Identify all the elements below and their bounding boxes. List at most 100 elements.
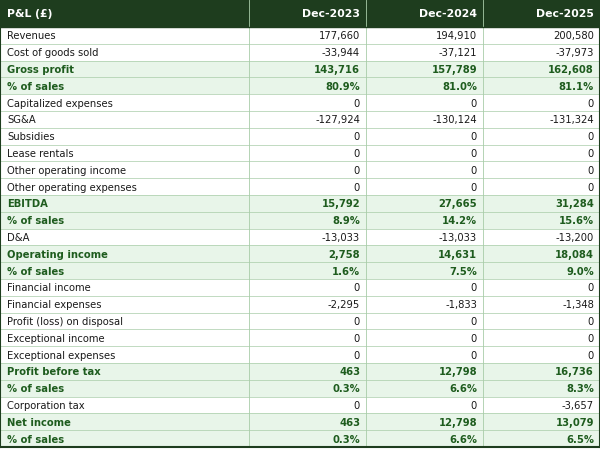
Text: -3,657: -3,657 [562, 400, 594, 410]
Text: % of sales: % of sales [7, 216, 64, 226]
Text: 0: 0 [471, 350, 477, 360]
Bar [0, 262, 600, 279]
Bar [0, 296, 600, 313]
Text: Lease rentals: Lease rentals [7, 149, 74, 159]
Text: Exceptional expenses: Exceptional expenses [7, 350, 115, 360]
Bar [0, 313, 600, 330]
Text: Dec-2025: Dec-2025 [536, 9, 594, 19]
Text: 16,736: 16,736 [555, 367, 594, 377]
Text: 0: 0 [588, 166, 594, 175]
Text: 7.5%: 7.5% [449, 266, 477, 276]
Text: Gross profit: Gross profit [7, 65, 74, 75]
Text: 0: 0 [471, 283, 477, 293]
Text: 14.2%: 14.2% [442, 216, 477, 226]
Text: 0: 0 [471, 132, 477, 142]
Bar [0, 279, 600, 296]
Text: 15.6%: 15.6% [559, 216, 594, 226]
Text: 177,660: 177,660 [319, 31, 360, 41]
Text: Other operating expenses: Other operating expenses [7, 182, 137, 192]
Bar [0, 61, 600, 78]
Text: 0: 0 [354, 316, 360, 326]
Text: 12,798: 12,798 [439, 367, 477, 377]
Text: -130,124: -130,124 [433, 115, 477, 125]
Text: Subsidies: Subsidies [7, 132, 55, 142]
Text: 0: 0 [354, 149, 360, 159]
Text: 0: 0 [471, 98, 477, 108]
Bar [0, 196, 600, 212]
Text: 6.6%: 6.6% [449, 434, 477, 444]
Text: P&L (£): P&L (£) [7, 9, 52, 19]
Text: 0.3%: 0.3% [332, 434, 360, 444]
Text: SG&A: SG&A [7, 115, 36, 125]
Text: 0: 0 [354, 333, 360, 343]
Text: 14,631: 14,631 [438, 249, 477, 259]
Text: 9.0%: 9.0% [566, 266, 594, 276]
Text: 0: 0 [354, 98, 360, 108]
Bar [0, 380, 600, 397]
Bar [0, 78, 600, 95]
Text: 0: 0 [588, 316, 594, 326]
Text: -13,033: -13,033 [439, 232, 477, 243]
Text: D&A: D&A [7, 232, 29, 243]
Text: 0: 0 [354, 283, 360, 293]
Bar [0, 179, 600, 196]
Bar [0, 397, 600, 414]
Text: -2,295: -2,295 [328, 299, 360, 309]
Bar [0, 45, 600, 61]
Bar [0, 229, 600, 246]
Text: -37,121: -37,121 [439, 48, 477, 58]
Bar [0, 430, 600, 447]
Text: Cost of goods sold: Cost of goods sold [7, 48, 98, 58]
Text: 81.0%: 81.0% [442, 82, 477, 92]
Text: 0: 0 [354, 132, 360, 142]
Text: 0: 0 [471, 149, 477, 159]
Text: 8.9%: 8.9% [332, 216, 360, 226]
Text: 0: 0 [354, 166, 360, 175]
Text: -131,324: -131,324 [550, 115, 594, 125]
Text: Exceptional income: Exceptional income [7, 333, 104, 343]
Text: 18,084: 18,084 [555, 249, 594, 259]
Bar [0, 0, 600, 28]
Text: 0: 0 [588, 350, 594, 360]
Text: 0: 0 [588, 98, 594, 108]
Text: Financial expenses: Financial expenses [7, 299, 101, 309]
Bar [0, 162, 600, 179]
Text: 162,608: 162,608 [548, 65, 594, 75]
Bar [0, 246, 600, 262]
Text: 12,798: 12,798 [439, 417, 477, 427]
Bar [0, 414, 600, 430]
Text: -127,924: -127,924 [315, 115, 360, 125]
Text: 81.1%: 81.1% [559, 82, 594, 92]
Text: 0: 0 [471, 400, 477, 410]
Text: Financial income: Financial income [7, 283, 91, 293]
Text: Dec-2023: Dec-2023 [302, 9, 360, 19]
Text: 0: 0 [471, 316, 477, 326]
Text: -33,944: -33,944 [322, 48, 360, 58]
Text: 13,079: 13,079 [556, 417, 594, 427]
Text: 15,792: 15,792 [322, 199, 360, 209]
Text: 0.3%: 0.3% [332, 383, 360, 393]
Text: 0: 0 [588, 283, 594, 293]
Text: 6.6%: 6.6% [449, 383, 477, 393]
Bar [0, 363, 600, 380]
Text: 0: 0 [354, 350, 360, 360]
Text: 27,665: 27,665 [439, 199, 477, 209]
Text: 0: 0 [354, 400, 360, 410]
Text: 0: 0 [588, 333, 594, 343]
Text: Revenues: Revenues [7, 31, 56, 41]
Text: 0: 0 [471, 166, 477, 175]
Text: 2,758: 2,758 [328, 249, 360, 259]
Text: 0: 0 [471, 182, 477, 192]
Text: Capitalized expenses: Capitalized expenses [7, 98, 113, 108]
Text: 80.9%: 80.9% [325, 82, 360, 92]
Bar [0, 145, 600, 162]
Bar [0, 112, 600, 129]
Bar [0, 447, 600, 451]
Text: 0: 0 [588, 182, 594, 192]
Text: EBITDA: EBITDA [7, 199, 48, 209]
Text: 0: 0 [588, 149, 594, 159]
Text: 194,910: 194,910 [436, 31, 477, 41]
Bar [0, 129, 600, 145]
Text: 157,789: 157,789 [431, 65, 477, 75]
Text: 8.3%: 8.3% [566, 383, 594, 393]
